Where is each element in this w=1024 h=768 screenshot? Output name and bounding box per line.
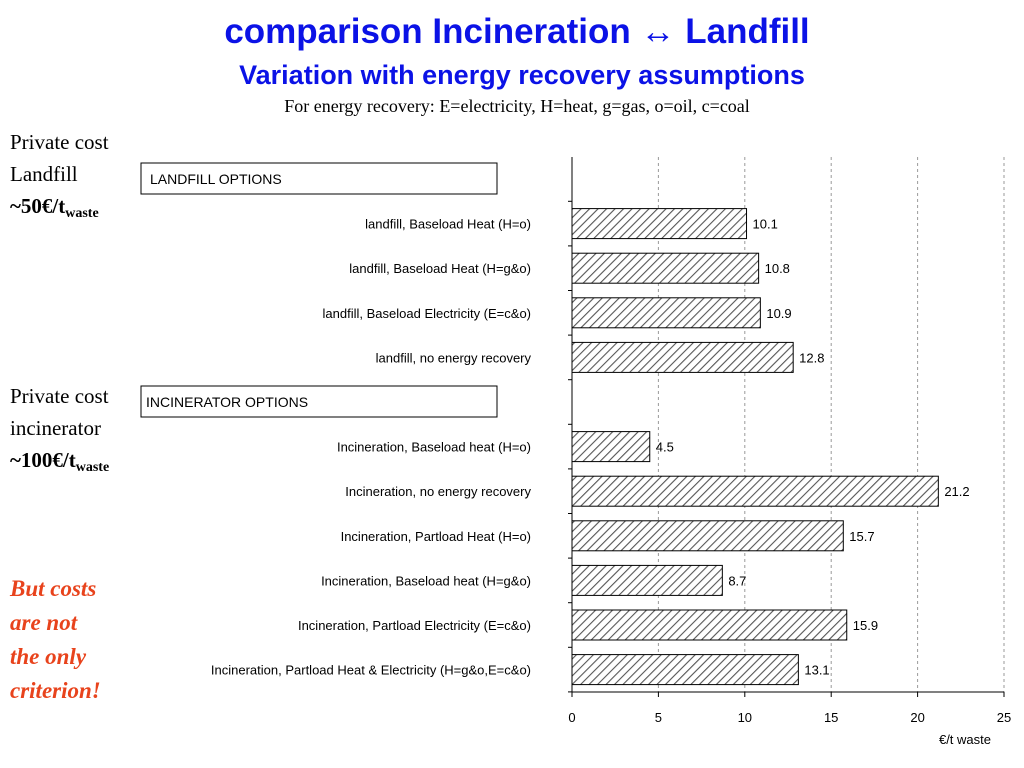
landfill-cost-unit: waste [65,206,99,221]
group-header-box [140,162,498,195]
x-tick-label: 5 [655,710,662,725]
bar [571,654,799,686]
bar [571,252,760,284]
value-label: 10.1 [753,217,778,232]
category-label: Incineration, no energy recovery [345,484,531,499]
energy-recovery-caption: For energy recovery: E=electricity, H=he… [284,96,750,116]
landfill-cost-note: Private cost Landfill ~50€/twaste [10,126,109,230]
value-label: 10.8 [765,261,790,276]
criterion-note: But costs are not the only criterion! [10,572,101,708]
bar [571,520,844,552]
group-header-label: INCINERATOR OPTIONS [146,394,308,410]
landfill-cost-line2: Landfill [10,162,78,186]
category-label: landfill, Baseload Heat (H=g&o) [349,261,531,276]
category-label: Incineration, Partload Heat (H=o) [341,529,531,544]
x-axis-label: €/t waste [939,732,991,747]
criterion-note-line: are not [10,610,78,635]
x-tick-label: 10 [738,710,752,725]
landfill-cost-value: ~50€/twaste [10,190,109,230]
category-label: landfill, Baseload Electricity (E=c&o) [323,306,531,321]
incinerator-cost-unit: waste [75,460,110,475]
bar [571,341,794,373]
page-subtitle: Variation with energy recovery assumptio… [239,60,805,90]
bar [571,475,939,507]
bar [571,297,761,329]
value-label: 21.2 [944,484,969,499]
landfill-cost-line1: Private cost [10,130,109,154]
value-label: 15.9 [853,618,878,633]
group-header-box [140,385,498,418]
x-tick-label: 25 [997,710,1011,725]
value-label: 13.1 [804,663,829,678]
category-label: Incineration, Partload Heat & Electricit… [211,663,531,678]
bar [571,208,748,240]
page-title: comparison Incineration ↔ Landfill [224,12,810,51]
x-tick-label: 0 [568,710,575,725]
group-header-label: LANDFILL OPTIONS [150,171,282,187]
value-label: 4.5 [656,440,674,455]
landfill-cost-amount: ~50€/t [10,194,66,218]
value-label: 10.9 [766,306,791,321]
incinerator-cost-note: Private cost incinerator ~100€/twaste [10,380,109,484]
value-label: 12.8 [799,350,824,365]
criterion-note-line: the only [10,644,87,669]
x-tick-label: 15 [824,710,838,725]
incinerator-cost-amount: ~100€/t [10,448,76,472]
criterion-note-line: criterion! [10,678,101,703]
category-label: Incineration, Baseload heat (H=g&o) [321,573,531,588]
incinerator-cost-line1: Private cost [10,384,109,408]
category-label: landfill, Baseload Heat (H=o) [365,217,531,232]
incinerator-cost-value: ~100€/twaste [10,444,109,484]
bar [571,609,848,641]
incinerator-cost-line2: incinerator [10,416,101,440]
value-label: 15.7 [849,529,874,544]
category-label: Incineration, Partload Electricity (E=c&… [298,618,531,633]
bar [571,431,651,463]
bar [571,564,723,596]
criterion-note-line: But costs [10,576,97,601]
category-label: landfill, no energy recovery [376,350,532,365]
value-label: 8.7 [728,573,746,588]
category-label: Incineration, Baseload heat (H=o) [337,440,531,455]
x-tick-label: 20 [910,710,924,725]
